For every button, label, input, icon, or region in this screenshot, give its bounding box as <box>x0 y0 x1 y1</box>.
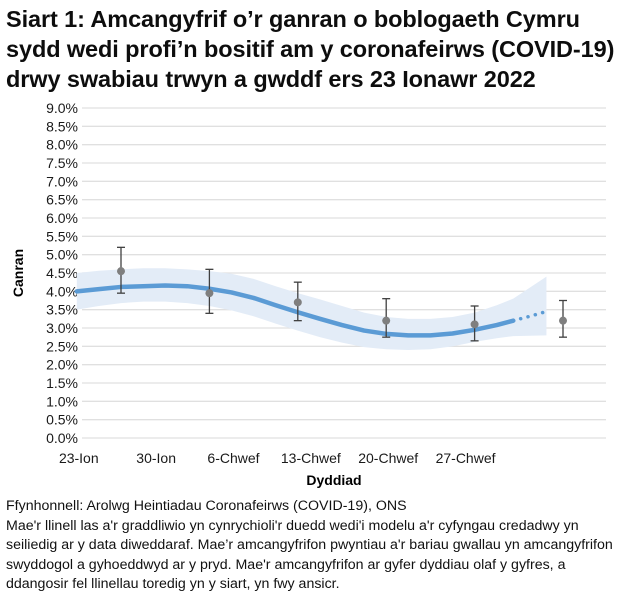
y-tick-label: 5.0% <box>46 247 78 263</box>
y-tick-label: 3.0% <box>46 320 78 336</box>
y-tick-label: 7.0% <box>46 173 78 189</box>
data-point <box>382 316 391 325</box>
data-point <box>293 298 302 307</box>
gridlines <box>82 107 606 439</box>
x-tick-label: 13-Chwef <box>281 450 341 466</box>
data-point <box>205 289 214 298</box>
y-tick-label: 5.5% <box>46 228 78 244</box>
line-chart: 0.0% 0.5% 1.0% 1.5% 2.0% 2.5% 3.0% 3.5% 4.0% 4.5%… <box>10 100 606 488</box>
y-tick-label: 1.0% <box>46 393 78 409</box>
official-estimate-error-bars <box>117 246 567 342</box>
y-axis-ticks: 0.0% 0.5% 1.0% 1.5% 2.0% 2.5% 3.0% 3.5% 4.0% 4.5%… <box>46 100 78 446</box>
y-tick-label: 2.0% <box>46 357 78 373</box>
x-tick-label: 20-Chwef <box>358 450 418 466</box>
chart-title: Siart 1: Amcangyfrif o’r ganran o boblog… <box>6 6 615 92</box>
y-tick-label: 6.0% <box>46 210 78 226</box>
y-tick-label: 4.0% <box>46 283 78 299</box>
x-tick-label: 6-Chwef <box>207 450 259 466</box>
methodology-note: Mae'r llinell las a'r graddliwio yn cynr… <box>6 517 613 593</box>
y-tick-label: 8.0% <box>46 137 78 153</box>
data-point <box>559 316 567 325</box>
y-tick-label: 6.5% <box>46 192 78 208</box>
y-tick-label: 7.5% <box>46 155 78 171</box>
source-note: Ffynhonnell: Arolwg Heintiadau Coronafei… <box>6 498 407 514</box>
y-tick-label: 0.0% <box>46 430 78 446</box>
y-axis-title: Canran <box>10 249 26 297</box>
y-tick-label: 2.5% <box>46 338 78 354</box>
x-axis-title: Dyddiad <box>306 472 361 488</box>
data-point <box>470 320 479 329</box>
y-tick-label: 9.0% <box>46 100 78 116</box>
data-point <box>117 267 125 276</box>
y-tick-label: 0.5% <box>46 412 78 428</box>
x-tick-label: 23-Ion <box>59 450 99 466</box>
y-tick-label: 4.5% <box>46 265 78 281</box>
x-tick-label: 27-Chwef <box>436 450 496 466</box>
chart-footer: Ffynhonnell: Arolwg Heintiadau Coronafei… <box>6 497 616 595</box>
y-tick-label: 8.5% <box>46 118 78 134</box>
y-tick-label: 3.5% <box>46 302 78 318</box>
x-axis-ticks: 23-Ion 30-Ion 6-Chwef 13-Chwef 20-Chwef 27-Ch… <box>59 450 496 466</box>
x-tick-label: 30-Ion <box>136 450 176 466</box>
y-tick-label: 1.5% <box>46 375 78 391</box>
